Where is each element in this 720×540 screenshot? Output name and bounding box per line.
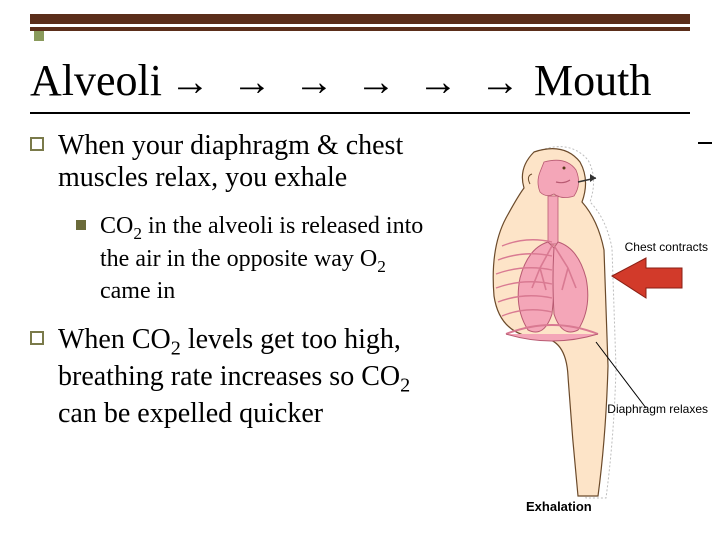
bullet-text: CO2 in the alveoli is released into the … [100,212,430,306]
square-bullet-icon [30,137,44,151]
title-underline [30,112,690,114]
anatomy-svg [436,138,708,518]
header-bar-thick [30,14,690,24]
bullet-level1: When your diaphragm & chest muscles rela… [30,130,430,194]
figure-caption: Exhalation [526,499,592,514]
slide-title: Alveoli → → → → → → Mouth [30,55,690,106]
bullet-text: When CO2 levels get too high, breathing … [58,324,430,430]
title-arrows: → → → → → → [170,58,526,105]
title-left: Alveoli [30,55,162,106]
label-diaphragm-relaxes: Diaphragm relaxes [607,402,708,416]
bullet-list: When your diaphragm & chest muscles rela… [30,130,430,448]
bullet-level1: When CO2 levels get too high, breathing … [30,324,430,430]
label-chest-contracts: Chest contracts [625,240,708,254]
bullet-level2: CO2 in the alveoli is released into the … [76,212,430,306]
header-accent-square [34,31,44,41]
chest-arrow-icon [612,258,682,298]
title-right: Mouth [534,55,651,106]
small-square-bullet-icon [76,220,86,230]
square-bullet-icon [30,331,44,345]
exhalation-figure: Chest contracts Diaphragm relaxes Exhala… [436,138,708,518]
bullet-text: When your diaphragm & chest muscles rela… [58,130,430,194]
header-bars [30,14,690,31]
header-bar-thin [30,27,690,31]
